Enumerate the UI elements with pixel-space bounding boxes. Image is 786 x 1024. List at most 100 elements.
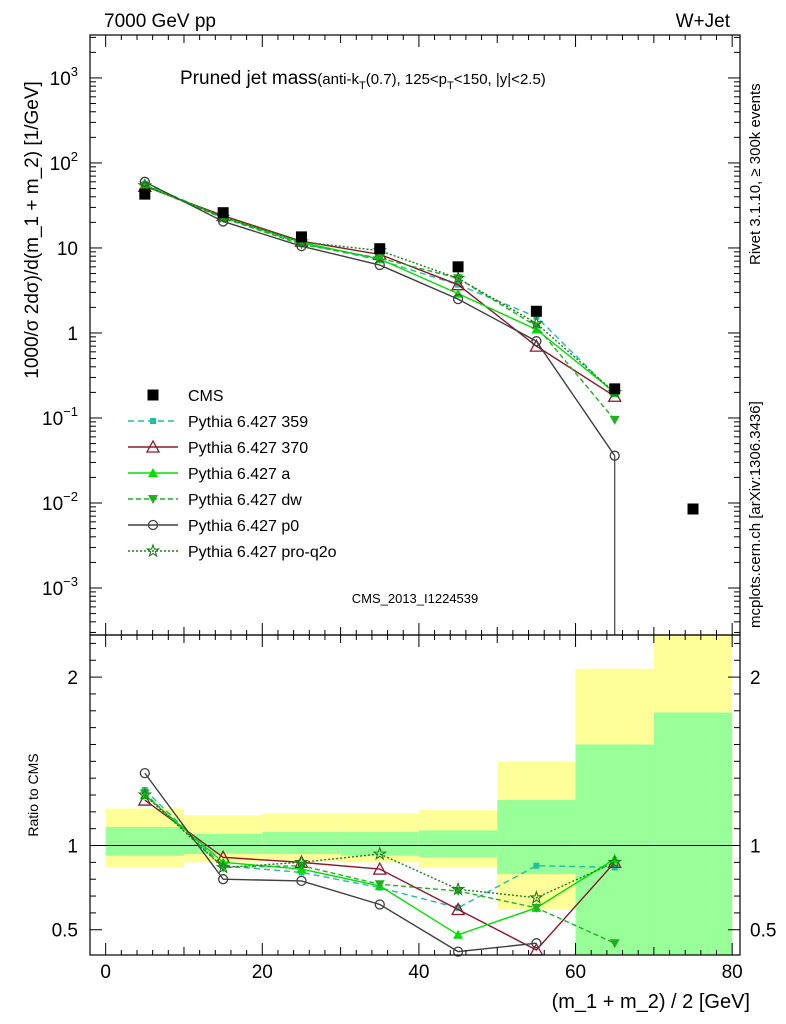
ratio-y-tick-label-right: 2: [750, 668, 761, 689]
point-pythia-6-427-p0-35: [374, 259, 385, 271]
x-tick-label: 0: [100, 962, 111, 983]
legend-marker-pythia-6-427-359: [150, 418, 156, 424]
ratio-point-pythia-6-427-359-55: [533, 862, 540, 869]
ratio-point-pythia-6-427-a-45: [453, 929, 464, 939]
point-cms-15: [217, 207, 229, 219]
ratio-point-pythia-6-427-pro-q2o-55: [529, 889, 544, 904]
series-line-pythia-6-427-a: [144, 184, 616, 393]
x-tick-label: 40: [408, 962, 429, 983]
chart-title-k-sub: T: [359, 80, 366, 92]
main-y-tick-label: 1: [67, 324, 78, 345]
point-pythia-6-427-p0-45: [452, 293, 464, 305]
rivet-label: Rivet 3.1.10, ≥ 300k events: [747, 83, 764, 265]
chart-title-sub-post: <150, |y|<2.5): [454, 71, 546, 88]
ratio-y-tick-label-right: 1: [750, 837, 761, 858]
x-tick-label: 80: [722, 962, 743, 983]
uncertainty-band-inner-0: [105, 827, 184, 856]
legend-marker-cms: [147, 389, 159, 401]
point-pythia-6-427-p0-55: [531, 336, 542, 347]
ratio-point-pythia-6-427-dw-5: [139, 789, 150, 799]
ratio-point-pythia-6-427-pro-q2o-45: [450, 881, 466, 896]
legend-marker-pythia-6-427-370: [145, 439, 161, 453]
legend-label-pythia-6-427-a: Pythia 6.427 a: [188, 466, 290, 483]
chart-title-sub-mid: (0.7), 125<p: [366, 71, 447, 88]
legend-label-pythia-6-427-370: Pythia 6.427 370: [188, 440, 308, 457]
point-pythia-6-427-pro-q2o-45: [450, 270, 466, 285]
point-pythia-6-427-pro-q2o-55: [529, 315, 544, 330]
legend-marker-pythia-6-427-p0: [147, 519, 159, 531]
point-cms-45: [452, 261, 464, 273]
uncertainty-band-inner-2: [262, 832, 341, 854]
chart-title-main: Pruned jet mass: [180, 68, 317, 89]
legend-label-cms: CMS: [188, 388, 224, 405]
legend-label-pythia-6-427-p0: Pythia 6.427 p0: [188, 518, 299, 535]
ratio-point-pythia-6-427-p0-55: [531, 938, 542, 949]
ratio-y-axis-label: Ratio to CMS: [25, 753, 41, 836]
series-line-pythia-6-427-p0: [144, 181, 616, 457]
legend-label-pythia-6-427-359: Pythia 6.427 359: [188, 414, 308, 431]
point-pythia-6-427-dw-65: [609, 415, 620, 425]
main-y-axis-label: 1000/σ 2dσ)/d(m_1 + m_2) [1/GeV]: [22, 81, 43, 379]
chart-title-p-sub: T: [447, 80, 454, 92]
legend-marker-pythia-6-427-a: [148, 468, 158, 477]
point-cms-35: [374, 243, 386, 255]
main-y-tick-label: 10: [57, 239, 78, 260]
series-line-pythia-6-427-dw: [144, 185, 616, 421]
ratio-line-pythia-6-427-pro-q2o: [144, 794, 615, 899]
chart-title: Pruned jet mass(anti-kT(0.7), 125<pT<150…: [180, 68, 546, 92]
legend-label-pythia-6-427-dw: Pythia 6.427 dw: [188, 492, 302, 509]
uncertainty-band-inner-3: [340, 832, 419, 856]
header-right: W+Jet: [676, 11, 731, 32]
legend-marker-pythia-6-427-dw: [148, 495, 158, 504]
ratio-point-pythia-6-427-p0-15: [217, 874, 229, 885]
main-y-tick-label: 10−2: [42, 489, 78, 515]
main-y-tick-label: 103: [50, 64, 78, 90]
point-cms-5: [139, 188, 151, 200]
ratio-point-pythia-6-427-pro-q2o-25: [294, 854, 309, 869]
x-axis-label: (m_1 + m_2) / 2 [GeV]: [552, 991, 750, 1013]
ratio-point-pythia-6-427-p0-25: [296, 875, 307, 887]
chart-title-sub-pre: (anti-k: [317, 71, 359, 88]
point-cms-55: [530, 305, 542, 317]
point-pythia-6-427-dw-35: [374, 254, 385, 264]
point-cms-65: [609, 383, 621, 395]
legend-label-pythia-6-427-pro-q2o: Pythia 6.427 pro-q2o: [188, 544, 337, 561]
ratio-point-pythia-6-427-dw-55: [531, 903, 542, 913]
point-cms-75: [687, 503, 699, 515]
ratio-y-tick-label-left: 1: [67, 837, 78, 858]
ratio-point-pythia-6-427-pro-q2o-65: [607, 854, 622, 869]
series-line-pythia-6-427-pro-q2o: [144, 185, 616, 393]
uncertainty-band-inner-6: [575, 744, 654, 955]
point-pythia-6-427-pro-q2o-5: [137, 177, 153, 192]
ratio-point-pythia-6-427-p0-45: [452, 946, 464, 957]
main-y-tick-label: 10−1: [42, 404, 78, 430]
ratio-line-pythia-6-427-370: [144, 799, 616, 951]
point-cms-25: [295, 231, 307, 243]
ratio-point-pythia-6-427-dw-65: [609, 939, 620, 949]
uncertainty-band-inner-5: [497, 800, 576, 875]
ratio-point-pythia-6-427-dw-35: [374, 880, 385, 890]
ratio-point-pythia-6-427-pro-q2o-15: [215, 859, 231, 874]
uncertainty-band-inner-4: [418, 830, 498, 858]
ratio-point-pythia-6-427-pro-q2o-35: [372, 846, 388, 861]
ratio-point-pythia-6-427-370-45: [450, 902, 466, 916]
uncertainty-band-inner-7: [653, 712, 733, 955]
main-y-tick-label: 10−3: [42, 574, 78, 600]
mcplots-label: mcplots.cern.ch [arXiv:1306.3436]: [747, 401, 764, 628]
x-tick-label: 60: [565, 962, 586, 983]
ratio-y-tick-label-right: 0.5: [750, 921, 776, 942]
ratio-point-pythia-6-427-p0-35: [374, 899, 385, 910]
ratio-y-tick-label-left: 0.5: [52, 921, 78, 942]
header-left: 7000 GeV pp: [104, 11, 216, 32]
legend-marker-pythia-6-427-pro-q2o: [145, 543, 161, 558]
ratio-point-pythia-6-427-359-45: [455, 904, 462, 911]
x-tick-label: 20: [252, 962, 273, 983]
ratio-point-pythia-6-427-pro-q2o-5: [137, 787, 153, 802]
ratio-point-pythia-6-427-370-35: [372, 861, 387, 875]
main-y-tick-label: 102: [50, 149, 78, 175]
ratio-line-pythia-6-427-p0: [144, 772, 537, 953]
ratio-point-pythia-6-427-p0-5: [139, 767, 150, 779]
watermark: CMS_2013_I1224539: [352, 591, 479, 606]
ratio-y-tick-label-left: 2: [67, 668, 78, 689]
